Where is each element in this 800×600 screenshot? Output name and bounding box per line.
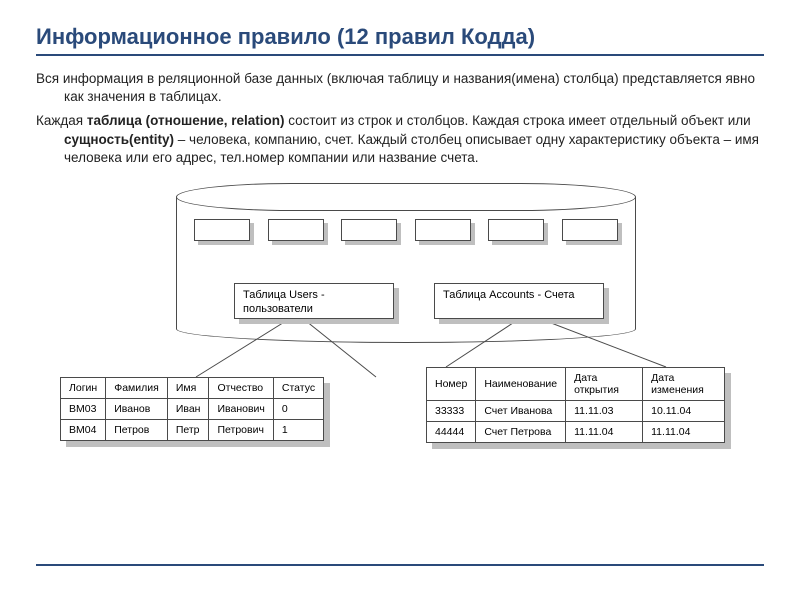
table-icon: [341, 219, 397, 241]
col-header: Дата изменения: [643, 368, 725, 401]
cell: Счет Петрова: [476, 422, 566, 443]
slide: Информационное правило (12 правил Кодда)…: [0, 0, 800, 600]
users-label-box: Таблица Users - пользователи: [234, 283, 394, 319]
cell: 11.11.03: [566, 401, 643, 422]
slide-title: Информационное правило (12 правил Кодда): [36, 24, 764, 50]
accounts-label: Таблица Accounts - Счета: [434, 283, 604, 319]
table-icons-row: [194, 219, 618, 241]
accounts-table: Номер Наименование Дата открытия Дата из…: [426, 367, 725, 443]
col-header: Логин: [61, 378, 106, 399]
cell: Иван: [167, 399, 209, 420]
bottom-rule: [36, 564, 764, 566]
cell: Счет Иванова: [476, 401, 566, 422]
cell: 33333: [427, 401, 476, 422]
cell: Иванович: [209, 399, 273, 420]
col-header: Фамилия: [106, 378, 168, 399]
title-rule: [36, 54, 764, 56]
table-icon: [562, 219, 618, 241]
cylinder-top: [176, 183, 636, 211]
connector-users: [186, 321, 386, 381]
diagram: Таблица Users - пользователи Таблица Acc…: [36, 177, 764, 477]
paragraph-2: Каждая таблица (отношение, relation) сос…: [36, 112, 764, 167]
p2-mid: состоит из строк и столбцов. Каждая стро…: [284, 113, 750, 128]
cell: BM03: [61, 399, 106, 420]
cell: 11.11.04: [566, 422, 643, 443]
p2-pre: Каждая: [36, 113, 87, 128]
table-icon: [268, 219, 324, 241]
accounts-table-wrap: Номер Наименование Дата открытия Дата из…: [426, 367, 725, 443]
p2-bold2: сущность(entity): [64, 132, 174, 147]
database-cylinder: Таблица Users - пользователи Таблица Acc…: [176, 183, 636, 343]
paragraph-1: Вся информация в реляционной базе данных…: [36, 70, 764, 106]
col-header: Номер: [427, 368, 476, 401]
connector-accounts: [436, 321, 676, 371]
table-row: 44444 Счет Петрова 11.11.04 11.11.04: [427, 422, 725, 443]
cell: Петров: [106, 420, 168, 441]
table-header-row: Номер Наименование Дата открытия Дата из…: [427, 368, 725, 401]
col-header: Наименование: [476, 368, 566, 401]
cell: Петр: [167, 420, 209, 441]
accounts-label-box: Таблица Accounts - Счета: [434, 283, 604, 319]
users-label: Таблица Users - пользователи: [234, 283, 394, 319]
table-row: 33333 Счет Иванова 11.11.03 10.11.04: [427, 401, 725, 422]
body-text: Вся информация в реляционной базе данных…: [36, 70, 764, 167]
table-icon: [194, 219, 250, 241]
col-header: Дата открытия: [566, 368, 643, 401]
cell: 10.11.04: [643, 401, 725, 422]
table-icon: [415, 219, 471, 241]
table-icon: [488, 219, 544, 241]
cell: 44444: [427, 422, 476, 443]
cell: 0: [273, 399, 323, 420]
table-row: BM04 Петров Петр Петрович 1: [61, 420, 324, 441]
cell: 11.11.04: [643, 422, 725, 443]
cell: Петрович: [209, 420, 273, 441]
cell: BM04: [61, 420, 106, 441]
users-table-wrap: Логин Фамилия Имя Отчество Статус BM03 И…: [60, 377, 324, 441]
users-table: Логин Фамилия Имя Отчество Статус BM03 И…: [60, 377, 324, 441]
cell: Иванов: [106, 399, 168, 420]
table-row: BM03 Иванов Иван Иванович 0: [61, 399, 324, 420]
p2-bold1: таблица (отношение, relation): [87, 113, 285, 128]
cell: 1: [273, 420, 323, 441]
